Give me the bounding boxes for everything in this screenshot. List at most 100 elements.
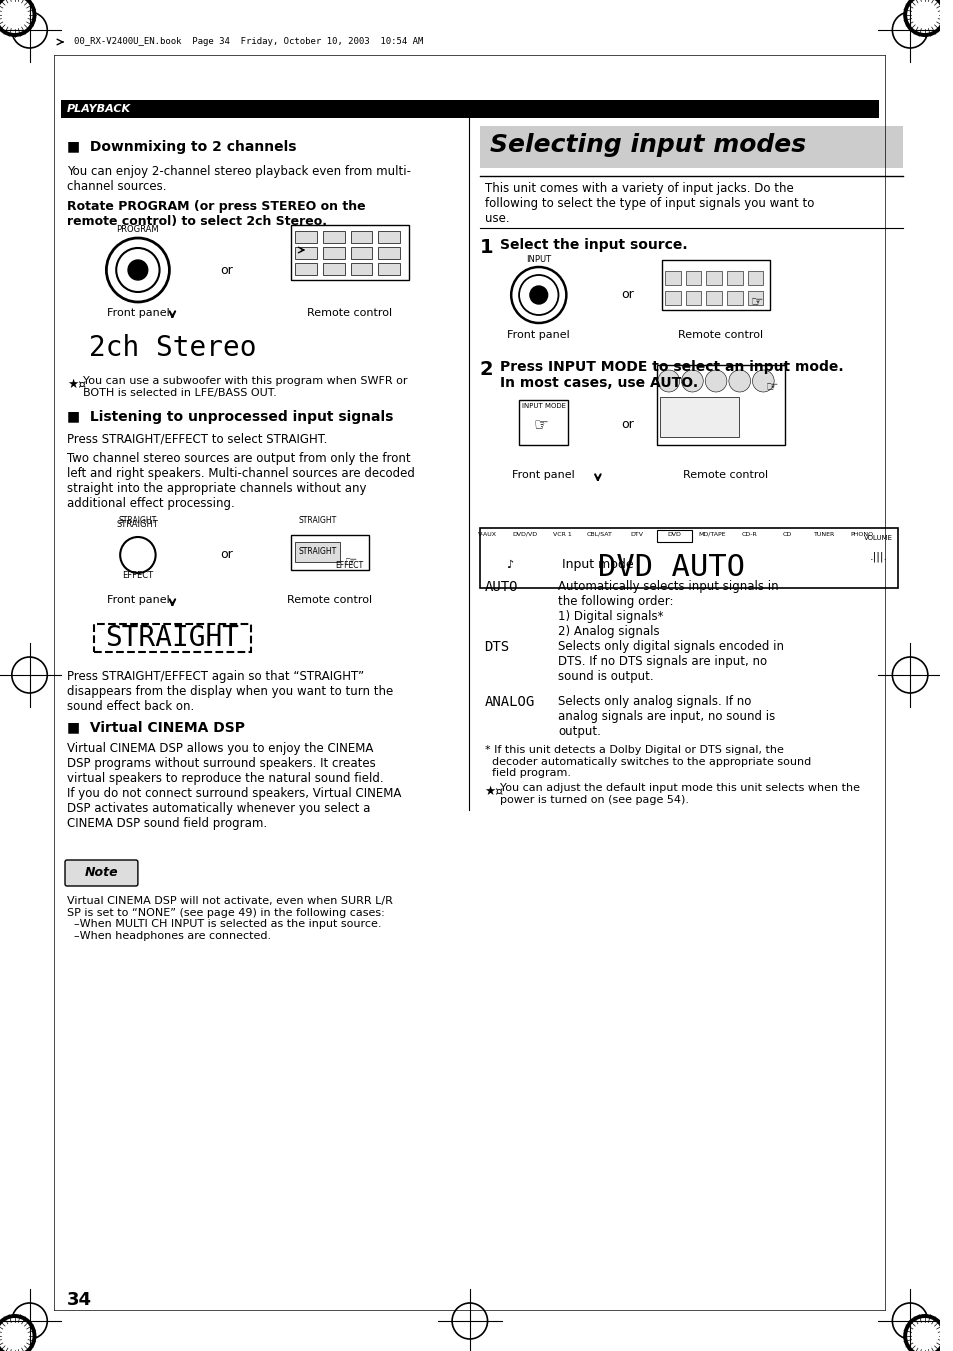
Bar: [664, 272, 679, 285]
Text: Front panel: Front panel: [507, 330, 570, 340]
Bar: [747, 290, 762, 305]
Circle shape: [902, 1315, 945, 1351]
Bar: [518, 400, 568, 444]
Text: Selecting input modes: Selecting input modes: [489, 132, 804, 157]
Circle shape: [529, 286, 547, 304]
Text: 2ch Stereo: 2ch Stereo: [89, 334, 255, 362]
Bar: [705, 290, 721, 305]
Text: Automatically selects input signals in
the following order:
1) Digital signals*
: Automatically selects input signals in t…: [558, 580, 779, 638]
Text: This unit comes with a variety of input jacks. Do the
following to select the ty: This unit comes with a variety of input …: [484, 182, 813, 226]
Text: CD-R: CD-R: [740, 532, 757, 536]
Circle shape: [906, 0, 942, 32]
Text: PROGRAM: PROGRAM: [116, 226, 159, 234]
FancyBboxPatch shape: [658, 370, 679, 392]
Text: Selects only digital signals encoded in
DTS. If no DTS signals are input, no
sou: Selects only digital signals encoded in …: [558, 640, 783, 684]
Text: Two channel stereo sources are output from only the front
left and right speaker: Two channel stereo sources are output fr…: [67, 453, 415, 509]
Text: Selects only analog signals. If no
analog signals are input, no sound is
output.: Selects only analog signals. If no analo…: [558, 694, 775, 738]
Text: DVD/VD: DVD/VD: [512, 532, 537, 536]
Circle shape: [0, 1319, 32, 1351]
Text: MD/TAPE: MD/TAPE: [698, 532, 725, 536]
Text: Front panel: Front panel: [107, 308, 169, 317]
Text: DTV: DTV: [630, 532, 643, 536]
Text: Remote control: Remote control: [307, 308, 392, 317]
FancyBboxPatch shape: [704, 370, 726, 392]
Text: ☞: ☞: [344, 554, 356, 567]
Circle shape: [902, 0, 945, 36]
Text: VCR 1: VCR 1: [553, 532, 571, 536]
Text: Press INPUT MODE to select an input mode.
In most cases, use AUTO.: Press INPUT MODE to select an input mode…: [499, 359, 843, 390]
Text: * If this unit detects a Dolby Digital or DTS signal, the
  decoder automaticall: * If this unit detects a Dolby Digital o…: [484, 744, 810, 778]
Bar: [657, 530, 692, 542]
Bar: [291, 535, 369, 570]
Bar: [923, 0, 939, 16]
Bar: [351, 231, 372, 243]
Text: STRAIGHT: STRAIGHT: [117, 520, 158, 530]
Text: DTS: DTS: [484, 640, 509, 654]
Text: STRAIGHT: STRAIGHT: [297, 547, 335, 557]
Text: Virtual CINEMA DSP allows you to enjoy the CINEMA
DSP programs without surround : Virtual CINEMA DSP allows you to enjoy t…: [67, 742, 401, 830]
Text: DVD: DVD: [667, 532, 681, 536]
Bar: [323, 263, 344, 276]
Text: Remote control: Remote control: [678, 330, 762, 340]
Text: or: or: [220, 263, 233, 277]
Text: VOLUME: VOLUME: [863, 535, 892, 540]
Bar: [61, 100, 878, 118]
Bar: [747, 272, 762, 285]
Circle shape: [0, 0, 36, 36]
Text: PLAYBACK: PLAYBACK: [67, 104, 131, 113]
Bar: [726, 290, 741, 305]
Bar: [351, 247, 372, 259]
Text: INPUT: INPUT: [526, 255, 551, 263]
Circle shape: [0, 1315, 36, 1351]
Text: ■  Virtual CINEMA DSP: ■ Virtual CINEMA DSP: [67, 720, 245, 734]
Text: Select the input source.: Select the input source.: [499, 238, 687, 253]
Text: 00_RX-V2400U_EN.book  Page 34  Friday, October 10, 2003  10:54 AM: 00_RX-V2400U_EN.book Page 34 Friday, Oct…: [73, 38, 423, 46]
Bar: [291, 226, 408, 280]
Bar: [377, 231, 399, 243]
Text: Virtual CINEMA DSP will not activate, even when SURR L/R
SP is set to “NONE” (se: Virtual CINEMA DSP will not activate, ev…: [67, 896, 393, 940]
Text: TUNER: TUNER: [813, 532, 834, 536]
Text: ■  Listening to unprocessed input signals: ■ Listening to unprocessed input signals: [67, 409, 393, 424]
Text: STRAIGHT: STRAIGHT: [118, 516, 157, 526]
Text: EFFECT: EFFECT: [122, 571, 153, 580]
Text: Remote control: Remote control: [682, 470, 768, 480]
Text: 2: 2: [479, 359, 493, 380]
Bar: [657, 365, 784, 444]
FancyBboxPatch shape: [752, 370, 774, 392]
Text: .|||.: .|||.: [868, 553, 886, 562]
Text: 34: 34: [67, 1292, 91, 1309]
FancyBboxPatch shape: [680, 370, 702, 392]
Text: or: or: [220, 549, 233, 562]
Text: ★¤: ★¤: [484, 785, 503, 798]
Text: ★¤: ★¤: [67, 378, 86, 390]
Bar: [351, 263, 372, 276]
Bar: [295, 247, 316, 259]
Text: STRAIGHT: STRAIGHT: [297, 516, 335, 526]
Text: INPUT MODE: INPUT MODE: [521, 403, 565, 409]
Bar: [295, 542, 339, 562]
Text: EFFECT: EFFECT: [335, 561, 363, 570]
Text: AUTO: AUTO: [484, 580, 517, 594]
Text: You can adjust the default input mode this unit selects when the
power is turned: You can adjust the default input mode th…: [499, 784, 860, 805]
Text: ☞: ☞: [764, 380, 777, 393]
Text: You can use a subwoofer with this program when SWFR or
BOTH is selected in LFE/B: You can use a subwoofer with this progra…: [83, 376, 407, 397]
Text: Press STRAIGHT/EFFECT to select STRAIGHT.: Press STRAIGHT/EFFECT to select STRAIGHT…: [67, 432, 327, 444]
FancyBboxPatch shape: [65, 861, 138, 886]
Bar: [726, 272, 741, 285]
Text: DVD AUTO: DVD AUTO: [598, 554, 744, 582]
Bar: [664, 290, 679, 305]
Bar: [93, 624, 251, 653]
Text: V-AUX: V-AUX: [477, 532, 497, 536]
Bar: [295, 263, 316, 276]
Text: You can enjoy 2-channel stereo playback even from multi-
channel sources.: You can enjoy 2-channel stereo playback …: [67, 165, 411, 193]
Bar: [323, 231, 344, 243]
Text: or: or: [620, 289, 633, 301]
Bar: [323, 247, 344, 259]
Bar: [377, 247, 399, 259]
Bar: [705, 272, 721, 285]
Bar: [685, 272, 700, 285]
Bar: [0, 0, 16, 16]
Text: Front panel: Front panel: [107, 594, 169, 605]
Text: Input mode: Input mode: [561, 558, 633, 571]
Text: ♪: ♪: [505, 561, 513, 570]
